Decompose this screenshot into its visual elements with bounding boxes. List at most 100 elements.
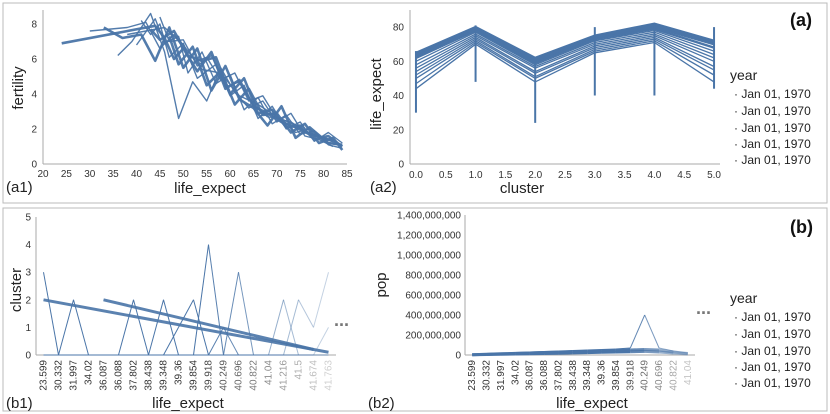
b2-series-segment bbox=[630, 348, 645, 352]
legend-a-title: year bbox=[730, 67, 758, 83]
b1-x-tick-label: 40.822 bbox=[249, 360, 260, 391]
b2-series-segment bbox=[673, 351, 688, 356]
legend-a-dash: · bbox=[734, 104, 741, 118]
b2-y-tick-label: 0 bbox=[455, 351, 461, 362]
a1-y-tick-label: 8 bbox=[31, 20, 37, 31]
a1-x-tick-label: 50 bbox=[178, 169, 190, 180]
legend-a-entry-text: Jan 01, 1970 bbox=[741, 137, 811, 151]
b1-yaxis-label: cluster bbox=[8, 268, 25, 312]
legend-b-entry-text: Jan 01, 1970 bbox=[741, 344, 811, 358]
b1-series-segment bbox=[163, 299, 179, 356]
b2-x-tick-label: 38.438 bbox=[568, 360, 579, 391]
chart-a1: 20 25 30 35 40 45 50 55 60 65 70 75 80 85 0 2 4 6 8 bbox=[31, 10, 353, 180]
b1-x-tick-label: 41.674 bbox=[309, 360, 320, 391]
panel-label-a2: (a2) bbox=[370, 179, 397, 196]
b2-x-tick-label: 40.822 bbox=[668, 360, 679, 391]
b2-y-tick-label: 600,000,000 bbox=[405, 291, 461, 302]
legend-b: year · Jan 01, 1970 · Jan 01, 1970 · Jan… bbox=[730, 290, 811, 390]
a2-x-tick-label: 0.5 bbox=[439, 170, 453, 181]
legend-b-entry-5: · Jan 01, 1970 bbox=[734, 376, 811, 390]
legend-b-dash: · bbox=[734, 310, 741, 324]
b2-y-tick-label: 1,200,000,000 bbox=[397, 231, 461, 242]
b2-yaxis-label: pop bbox=[373, 272, 390, 297]
panel-label-a1: (a1) bbox=[6, 179, 33, 196]
a2-y-tick-label: 0 bbox=[398, 160, 404, 171]
a2-x-tick-label: 4.5 bbox=[677, 170, 691, 181]
a2-yaxis-label: life_expect bbox=[368, 57, 385, 130]
b1-x-tick-label: 41.04 bbox=[264, 360, 275, 385]
b1-x-tick-label: 38.438 bbox=[144, 360, 155, 391]
b2-x-tick-label: 39.918 bbox=[625, 360, 636, 391]
b2-x-tick-label: 41.04 bbox=[683, 360, 694, 385]
b1-x-tick-label: 36.088 bbox=[114, 360, 125, 391]
a2-series-line bbox=[415, 22, 715, 60]
b1-series-segment bbox=[163, 327, 179, 356]
a1-y-tick-label: 0 bbox=[31, 160, 37, 171]
legend-b-dash: · bbox=[734, 344, 741, 358]
a1-x-tick-label: 25 bbox=[61, 169, 73, 180]
b2-series-segment bbox=[615, 348, 631, 352]
b2-y-tick-label: 800,000,000 bbox=[405, 271, 461, 282]
a2-series-line bbox=[415, 41, 715, 90]
b1-x-tick-label: 40.696 bbox=[234, 360, 245, 391]
b1-series-segment bbox=[238, 272, 254, 356]
panel-label-b2: (b2) bbox=[368, 395, 395, 412]
legend-a-dash: · bbox=[734, 87, 741, 101]
b2-series-segment bbox=[644, 349, 660, 354]
a1-x-tick-label: 60 bbox=[225, 169, 237, 180]
a1-x-tick-label: 20 bbox=[37, 169, 49, 180]
a2-series-line bbox=[415, 24, 715, 61]
b2-x-tick-label: 40.249 bbox=[640, 360, 651, 391]
a1-x-tick-label: 40 bbox=[131, 169, 143, 180]
b2-series-segment bbox=[644, 314, 660, 349]
a2-x-tick-label: 3.0 bbox=[588, 170, 602, 181]
a2-x-tick-label: 4.0 bbox=[647, 170, 661, 181]
b1-series-segment bbox=[43, 272, 59, 356]
a2-xaxis-label: cluster bbox=[500, 180, 544, 197]
legend-b-dash: · bbox=[734, 327, 741, 341]
legend-a-entry-text: Jan 01, 1970 bbox=[741, 121, 811, 135]
legend-a-entry-4: · Jan 01, 1970 bbox=[734, 137, 811, 151]
legend-a-dash: · bbox=[734, 121, 741, 135]
a2-series-line bbox=[415, 40, 715, 85]
b2-series-segment bbox=[658, 350, 674, 355]
legend-b-entry-text: Jan 01, 1970 bbox=[741, 310, 811, 324]
legend-b-title: year bbox=[730, 290, 758, 306]
a2-series-line bbox=[415, 36, 715, 76]
a2-x-tick-label: 2.0 bbox=[528, 170, 542, 181]
legend-a-entry-5: · Jan 01, 1970 bbox=[734, 153, 811, 167]
b2-series-segment bbox=[615, 347, 631, 350]
a2-x-tick-label: 3.5 bbox=[618, 170, 632, 181]
b1-series-segment bbox=[148, 299, 164, 356]
b2-x-tick-label: 34.02 bbox=[510, 360, 521, 385]
legend-a-entry-text: Jan 01, 1970 bbox=[741, 104, 811, 118]
b1-series-segment bbox=[208, 244, 224, 356]
a2-y-tick-label: 80 bbox=[393, 23, 405, 34]
b2-series-segment bbox=[629, 314, 646, 349]
b1-x-tick-label: 41.216 bbox=[279, 360, 290, 391]
legend-a-entry-3: · Jan 01, 1970 bbox=[734, 121, 811, 135]
b1-series-segment bbox=[58, 299, 74, 356]
legend-b-entry-text: Jan 01, 1970 bbox=[741, 360, 811, 374]
a2-series-line bbox=[415, 38, 715, 79]
legend-b-entry-4: · Jan 01, 1970 bbox=[734, 360, 811, 374]
b1-x-tick-label: 41.763 bbox=[324, 360, 335, 391]
b2-x-tick-label: 37.802 bbox=[553, 360, 564, 391]
legend-b-entry-3: · Jan 01, 1970 bbox=[734, 344, 811, 358]
chart-b1: 0 1 2 3 4 5 23.599 30.332 31.997 34.02 36.087 36.08… bbox=[25, 213, 336, 391]
legend-a-entry-1: · Jan 01, 1970 bbox=[734, 87, 811, 101]
b2-x-tick-label: 31.997 bbox=[496, 360, 507, 391]
b1-y-tick-label: 2 bbox=[25, 295, 31, 306]
a1-yaxis-label: fertility bbox=[10, 66, 27, 110]
a1-y-tick-label: 2 bbox=[31, 125, 37, 136]
b1-x-tick-label: 39.36 bbox=[174, 360, 185, 385]
b1-series-segment bbox=[313, 272, 329, 328]
b1-x-tick-label: 23.599 bbox=[39, 360, 50, 391]
a2-x-tick-label: 5.0 bbox=[707, 170, 721, 181]
b2-x-tick-label: 39.36 bbox=[597, 360, 608, 385]
b1-y-tick-label: 1 bbox=[25, 323, 31, 334]
b2-x-tick-label: 23.599 bbox=[467, 360, 478, 391]
a2-series-line bbox=[415, 27, 715, 65]
a1-x-tick-label: 75 bbox=[295, 169, 307, 180]
a2-y-tick-label: 40 bbox=[393, 91, 405, 102]
